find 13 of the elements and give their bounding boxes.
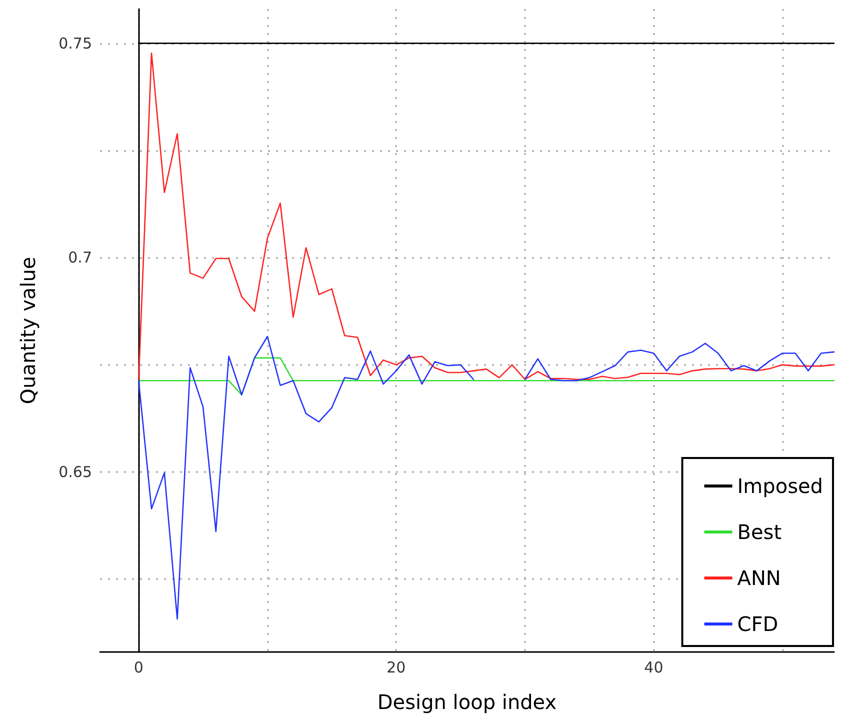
legend-label: Imposed <box>737 474 823 498</box>
y-tick-label: 0.65 <box>58 462 92 481</box>
line-series <box>138 52 835 382</box>
y-axis-title: Quantity value <box>16 256 40 404</box>
y-tick-label: 0.75 <box>58 34 92 52</box>
y-tick-label: 0.7 <box>68 248 92 267</box>
x-axis-title: Design loop index <box>377 690 557 714</box>
legend-label: ANN <box>737 566 781 590</box>
x-tick-label: 0 <box>134 658 144 676</box>
legend-label: Best <box>737 520 782 544</box>
legend-label: CFD <box>737 612 778 636</box>
x-tick-label: 40 <box>644 658 664 676</box>
x-tick-label: 20 <box>386 658 406 676</box>
